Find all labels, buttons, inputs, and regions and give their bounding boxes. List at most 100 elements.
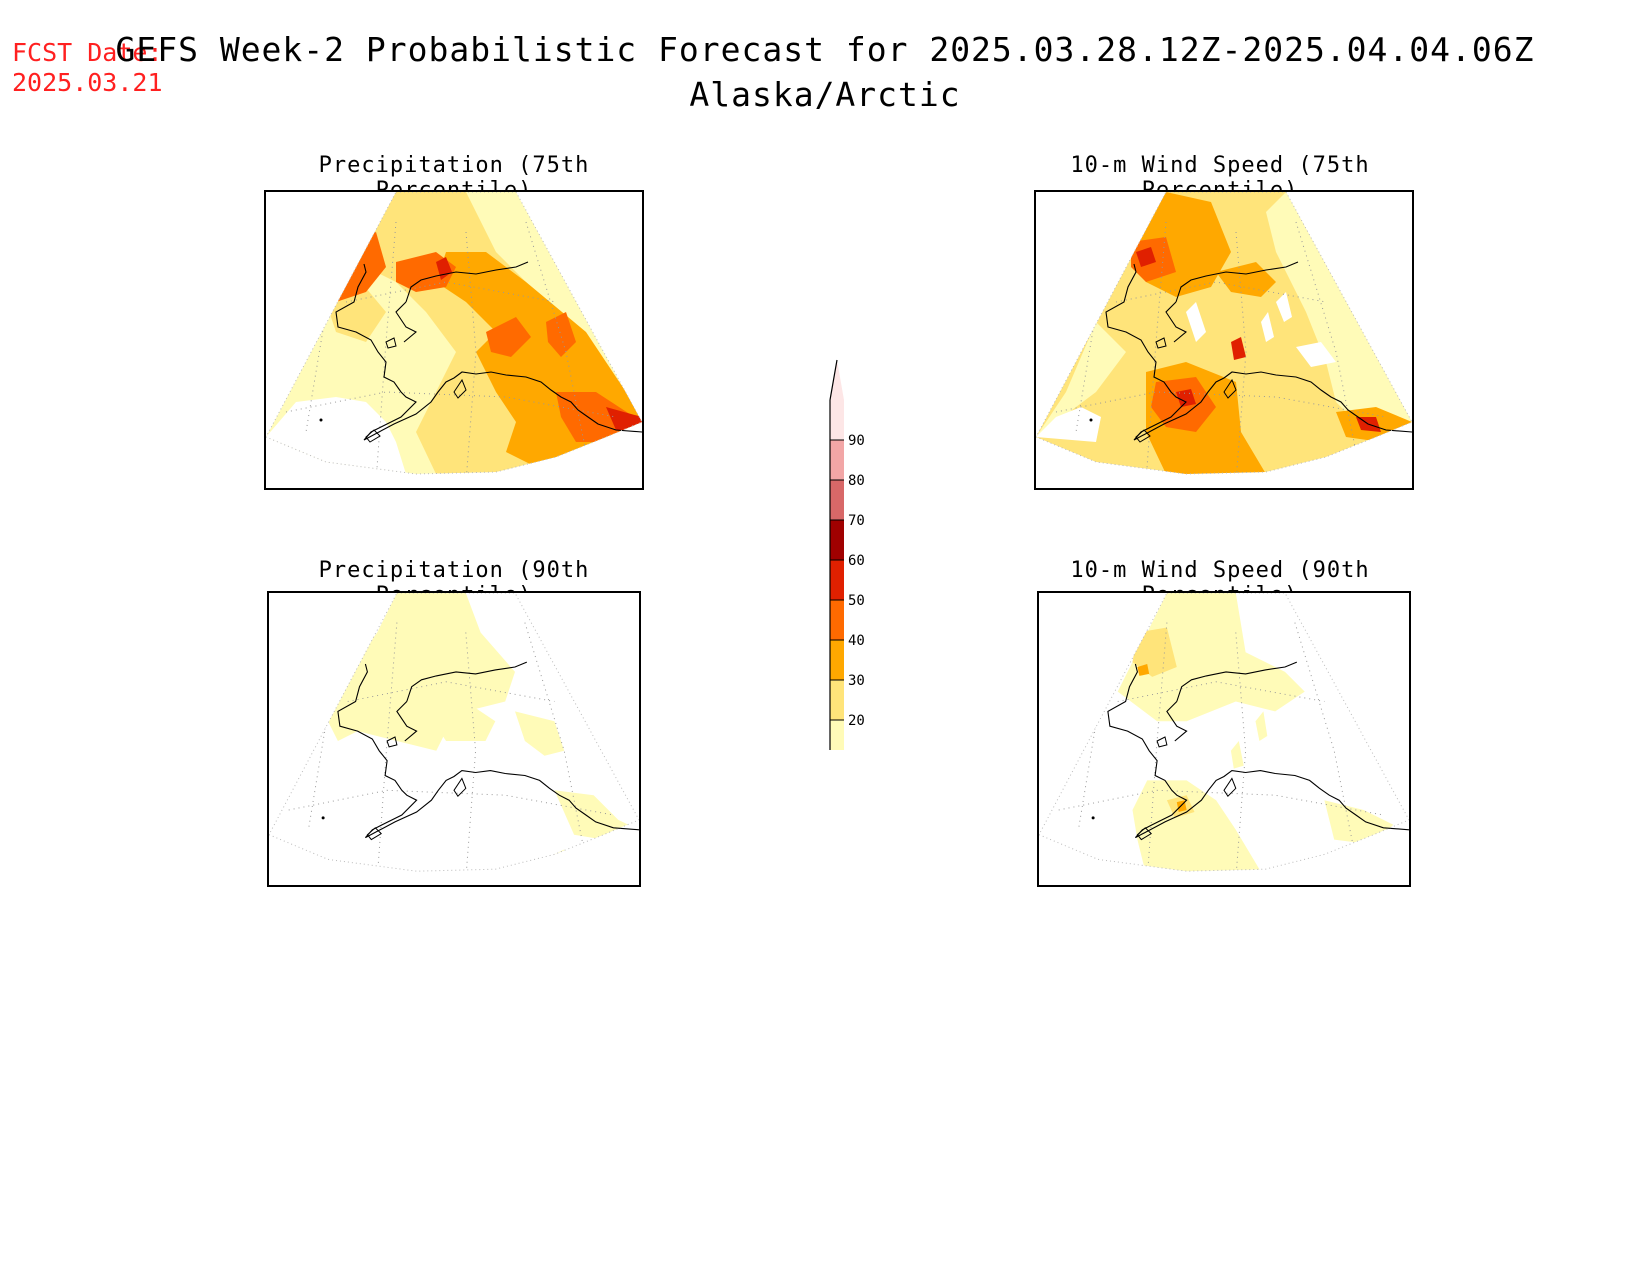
colorbar-label-50: 50 <box>848 593 865 609</box>
field-area-7 <box>546 312 576 357</box>
map-wind75 <box>1034 190 1414 490</box>
graticule-line-6 <box>347 681 555 702</box>
field-area-9 <box>436 257 452 280</box>
alaska-north-coast <box>405 261 529 303</box>
domain-outline <box>1036 192 1412 475</box>
graticule-line-3 <box>465 231 477 474</box>
island-dot <box>1091 816 1095 820</box>
graticule-line-5 <box>1055 391 1387 418</box>
forecast-field <box>1039 593 1409 872</box>
colorbar-swatch-40 <box>830 600 844 640</box>
field-base <box>1039 593 1409 872</box>
colorbar-swatch-70 <box>830 480 844 520</box>
graticule-line-5 <box>285 391 617 418</box>
title-main: GEFS Week-2 Probabilistic Forecast for 2… <box>115 30 1535 69</box>
forecast-field <box>269 593 639 872</box>
alaska-north-coast <box>1176 661 1298 702</box>
alaska-west-coast <box>396 701 418 742</box>
graticule-line-3 <box>1235 231 1247 474</box>
forecast-date: FCST Date: 2025.03.21 <box>12 38 163 98</box>
colorbar-label-60: 60 <box>848 553 865 569</box>
field-blank-2 <box>1186 302 1206 342</box>
map-precip75 <box>264 190 644 490</box>
alaska-west-coast <box>1165 301 1187 343</box>
forecast-field <box>266 192 642 474</box>
forecast-field <box>1036 192 1412 474</box>
island-3 <box>1155 337 1167 349</box>
forecast-date-value: 2025.03.21 <box>12 68 163 97</box>
alaska-west-coast <box>1166 701 1188 742</box>
map-wind90 <box>1037 591 1411 887</box>
field-area-2 <box>515 711 565 756</box>
field-blank-1 <box>1036 407 1101 442</box>
colorbar: 102030405060708090 <box>820 330 890 801</box>
field-blank-3 <box>1261 312 1274 342</box>
map-precip90-canvas <box>269 593 639 872</box>
island-1 <box>1135 429 1151 443</box>
field-area-4 <box>1255 711 1268 741</box>
island-3 <box>1156 736 1168 748</box>
field-area-10 <box>1176 389 1196 407</box>
map-precip90 <box>267 591 641 887</box>
graticule-line-4 <box>1295 221 1357 453</box>
colorbar-label-80: 80 <box>848 473 865 489</box>
field-area-6 <box>486 317 531 357</box>
field-area-5 <box>426 701 496 741</box>
island-1 <box>1136 827 1153 841</box>
island-dot <box>321 816 325 820</box>
alaska-north-coast <box>1175 261 1299 303</box>
domain-outline <box>266 192 642 475</box>
island-2 <box>1223 777 1237 797</box>
island-dot <box>1089 418 1093 422</box>
graticule-line-5 <box>1058 789 1384 816</box>
island-2 <box>453 378 467 399</box>
colorbar-label-30: 30 <box>848 673 865 689</box>
field-blank-5 <box>1296 342 1336 367</box>
island-3 <box>385 337 397 349</box>
map-wind75-canvas <box>1036 192 1412 475</box>
colorbar-swatch-10 <box>830 720 844 760</box>
colorbar-swatch-50 <box>830 560 844 600</box>
graticule-line-5 <box>288 789 614 816</box>
field-blank-1 <box>266 397 406 474</box>
island-1 <box>366 827 383 841</box>
island-3 <box>386 736 398 748</box>
colorbar-top-cap <box>830 360 844 400</box>
field-area-1 <box>1117 593 1305 722</box>
field-area-6 <box>1132 627 1177 677</box>
alaska-coastline <box>1105 263 1412 441</box>
field-area-2 <box>1036 322 1126 437</box>
field-area-5 <box>1230 741 1244 769</box>
island-dot <box>319 418 323 422</box>
colorbar-label-40: 40 <box>848 633 865 649</box>
field-area-8 <box>1137 664 1150 676</box>
title-region: Alaska/Arctic <box>689 75 961 114</box>
colorbar-swatch-60 <box>830 520 844 560</box>
island-2 <box>453 777 467 797</box>
island-1 <box>365 429 381 443</box>
colorbar-swatch-80 <box>830 440 844 480</box>
colorbar-label-70: 70 <box>848 513 865 529</box>
field-blank-4 <box>1276 292 1292 322</box>
graticule-line-6 <box>1117 681 1325 702</box>
colorbar-label-20: 20 <box>848 713 865 729</box>
colorbar-svg: 102030405060708090 <box>829 359 865 801</box>
field-area-2 <box>1132 780 1266 872</box>
map-precip75-canvas <box>266 192 642 475</box>
field-area-9 <box>1136 247 1156 267</box>
field-area-1 <box>1266 192 1412 432</box>
alaska-north-coast <box>406 661 528 702</box>
colorbar-swatch-20 <box>830 680 844 720</box>
forecast-date-label: FCST Date: <box>12 38 163 67</box>
alaska-coastline <box>335 263 642 441</box>
alaska-coastline <box>1107 663 1409 839</box>
field-area-3 <box>554 790 639 840</box>
field-area-11 <box>1231 337 1246 360</box>
field-area-1 <box>328 593 515 751</box>
colorbar-swatch-30 <box>830 640 844 680</box>
alaska-west-coast <box>395 301 417 343</box>
colorbar-label-90: 90 <box>848 433 865 449</box>
figure-title: GEFS Week-2 Probabilistic Forecast for 2… <box>0 30 1650 114</box>
graticule-line-4 <box>525 221 587 453</box>
map-wind90-canvas <box>1039 593 1409 872</box>
